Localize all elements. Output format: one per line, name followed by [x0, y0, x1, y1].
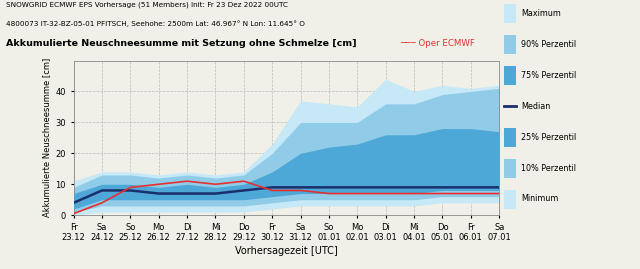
- Y-axis label: Akkumulierte Neuschneesumme [cm]: Akkumulierte Neuschneesumme [cm]: [42, 58, 51, 218]
- Text: 10% Perzentil: 10% Perzentil: [521, 164, 576, 172]
- Text: 25% Perzentil: 25% Perzentil: [521, 133, 576, 141]
- Text: 4800073 IT-32-BZ-05-01 PFITSCH, Seehohe: 2500m Lat: 46.967° N Lon: 11.645° O: 4800073 IT-32-BZ-05-01 PFITSCH, Seehohe:…: [6, 20, 305, 27]
- Text: Akkumulierte Neuschneesumme mit Setzung ohne Schmelze [cm]: Akkumulierte Neuschneesumme mit Setzung …: [6, 39, 357, 48]
- Text: Maximum: Maximum: [521, 9, 561, 18]
- X-axis label: Vorhersagezeit [UTC]: Vorhersagezeit [UTC]: [235, 246, 338, 256]
- Text: Minimum: Minimum: [521, 194, 558, 203]
- Text: ─── Oper ECMWF: ─── Oper ECMWF: [400, 39, 475, 48]
- Text: 90% Perzentil: 90% Perzentil: [521, 40, 576, 49]
- Text: Median: Median: [521, 102, 550, 111]
- Text: SNOWGRID ECMWF EPS Vorhersage (51 Members) Init: Fr 23 Dez 2022 00UTC: SNOWGRID ECMWF EPS Vorhersage (51 Member…: [6, 1, 289, 8]
- Text: 75% Perzentil: 75% Perzentil: [521, 71, 576, 80]
